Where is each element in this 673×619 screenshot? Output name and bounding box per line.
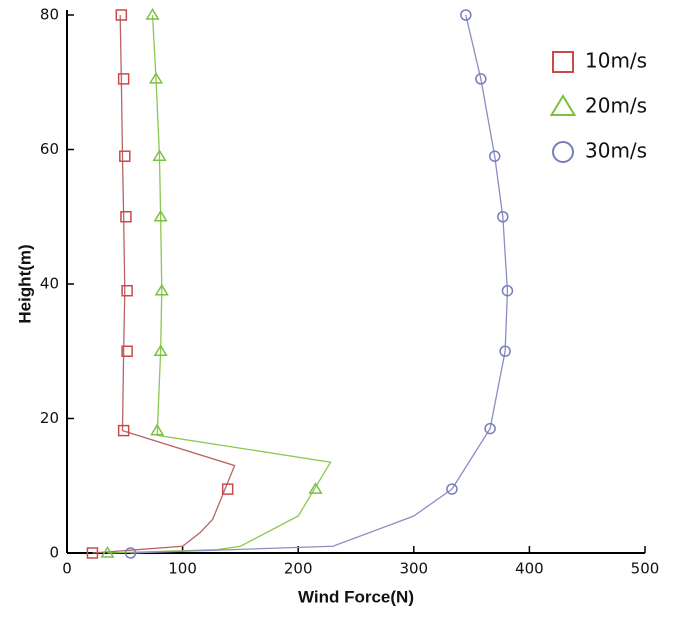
y-tick-label: 20 [40, 409, 59, 427]
data-marker [499, 345, 511, 357]
data-marker [475, 73, 487, 85]
legend-marker [552, 51, 574, 73]
data-marker [484, 422, 496, 435]
y-axis-label: Height(m) [15, 244, 34, 323]
data-marker [117, 424, 130, 437]
data-marker [150, 423, 165, 436]
legend-marker [549, 94, 577, 116]
y-tick-label: 60 [40, 140, 59, 158]
legend-label: 30m/s [585, 139, 647, 163]
data-marker [117, 73, 130, 85]
y-tick-label: 0 [49, 544, 59, 562]
x-tick-label: 400 [515, 560, 544, 578]
x-axis-label: Wind Force(N) [298, 587, 414, 606]
data-marker [497, 211, 509, 223]
legend-label: 10m/s [585, 49, 647, 73]
y-tick-label: 80 [40, 6, 59, 24]
data-marker [86, 547, 99, 559]
data-marker [100, 546, 115, 558]
series-line [107, 14, 332, 554]
data-marker [145, 8, 160, 20]
x-tick-label: 0 [62, 560, 72, 578]
data-marker [121, 284, 133, 297]
data-marker [152, 149, 167, 161]
data-marker [119, 150, 131, 162]
data-marker [153, 344, 168, 356]
legend-marker [552, 141, 574, 163]
x-tick-label: 500 [631, 560, 660, 578]
data-marker [153, 209, 168, 222]
series-line [92, 14, 236, 554]
data-marker [308, 482, 323, 494]
data-marker [501, 284, 514, 297]
x-tick-label: 100 [168, 560, 197, 578]
data-marker [460, 9, 472, 21]
data-marker [488, 150, 501, 162]
data-marker [115, 9, 128, 21]
data-marker [124, 547, 137, 559]
y-tick-label: 40 [40, 275, 59, 293]
data-marker [154, 283, 169, 296]
x-tick-label: 300 [399, 560, 428, 578]
legend-label: 20m/s [585, 94, 647, 118]
data-marker [121, 345, 133, 357]
data-marker [446, 483, 458, 495]
series-line [130, 14, 509, 554]
x-tick-label: 200 [284, 560, 313, 578]
data-marker [221, 483, 234, 495]
data-marker [120, 211, 132, 223]
data-marker [148, 71, 164, 84]
